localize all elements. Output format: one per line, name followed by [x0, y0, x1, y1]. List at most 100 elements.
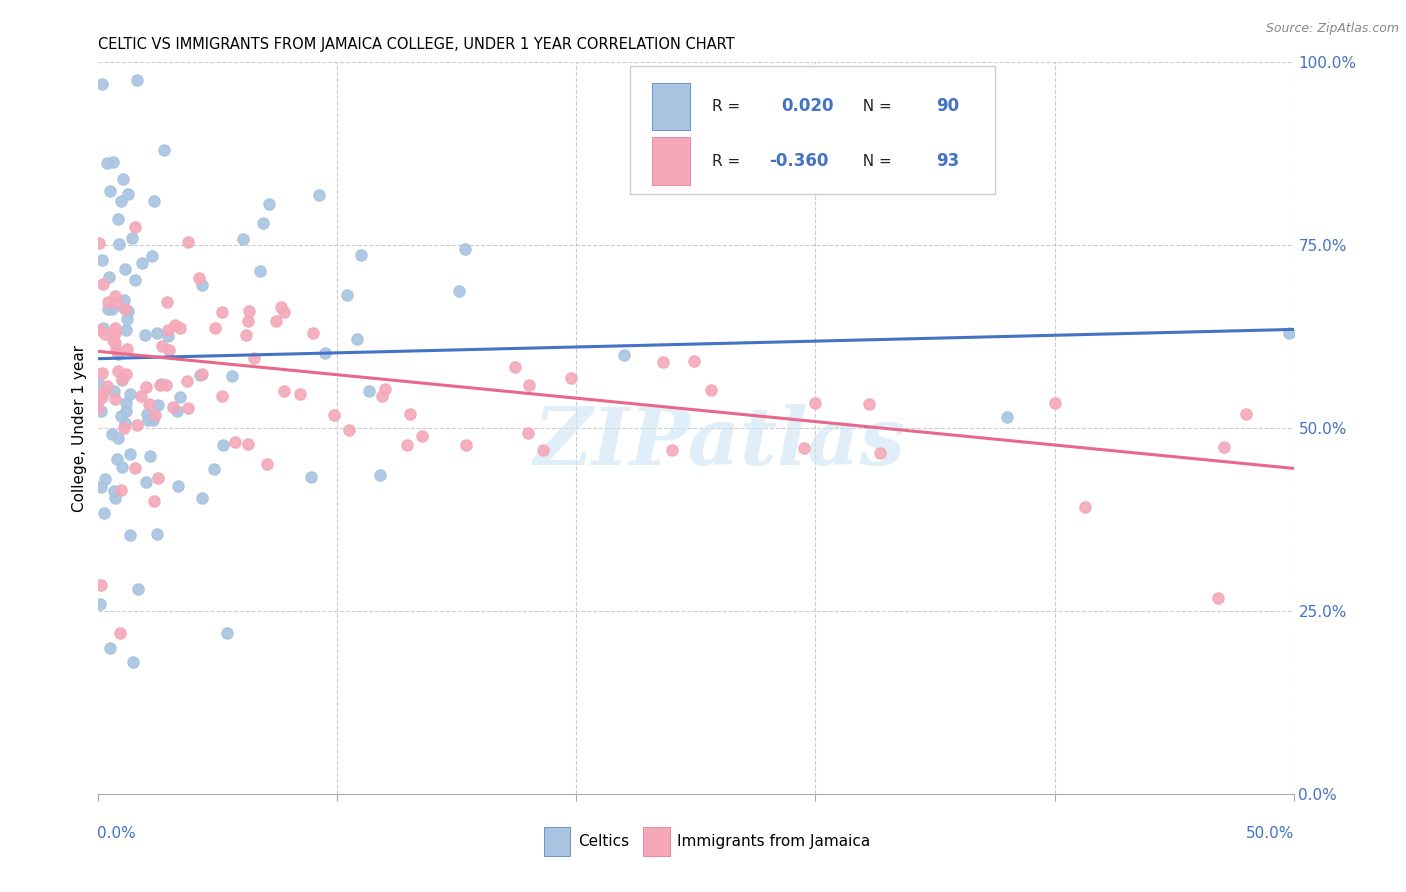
Point	[350, 248, 373, 262]
Text: 0.0%: 0.0%	[97, 826, 136, 841]
Point	[120, 528, 142, 542]
Point	[104, 392, 127, 407]
Point	[531, 442, 554, 457]
Point	[149, 377, 172, 392]
Point	[236, 314, 259, 328]
Text: 50.0%: 50.0%	[1246, 826, 1295, 841]
Point	[98, 640, 121, 655]
Point	[91, 321, 114, 335]
Point	[117, 312, 139, 326]
Point	[111, 373, 134, 387]
Point	[104, 321, 127, 335]
Point	[374, 382, 396, 396]
Point	[134, 328, 156, 343]
Point	[517, 378, 540, 392]
Point	[454, 243, 477, 257]
Point	[90, 78, 112, 92]
Point	[187, 271, 209, 285]
Point	[166, 479, 188, 493]
Point	[93, 506, 115, 520]
Point	[89, 323, 111, 337]
Point	[120, 447, 142, 461]
Point	[211, 389, 233, 403]
Point	[125, 72, 148, 87]
Bar	[652, 137, 690, 185]
Point	[370, 388, 392, 402]
Point	[150, 339, 173, 353]
Point	[136, 407, 159, 421]
Point	[96, 379, 118, 393]
Point	[142, 194, 165, 209]
Point	[101, 155, 124, 169]
Text: R =: R =	[711, 99, 745, 114]
Text: Source: ZipAtlas.com: Source: ZipAtlas.com	[1265, 22, 1399, 36]
Point	[235, 327, 257, 342]
Point	[115, 367, 138, 381]
Point	[91, 366, 114, 380]
Text: R =: R =	[711, 153, 745, 169]
Text: 0.020: 0.020	[780, 97, 834, 115]
Point	[127, 582, 149, 596]
Point	[142, 494, 165, 508]
Point	[108, 626, 131, 640]
Point	[346, 332, 368, 346]
Point	[136, 413, 159, 427]
Point	[169, 390, 191, 404]
Point	[129, 389, 152, 403]
Point	[661, 442, 683, 457]
Point	[110, 483, 132, 497]
Point	[114, 416, 136, 430]
Point	[111, 372, 134, 386]
Point	[202, 462, 225, 476]
Point	[115, 342, 138, 356]
Point	[1206, 591, 1229, 606]
Point	[858, 397, 880, 411]
Point	[157, 329, 180, 343]
Point	[398, 407, 420, 421]
Point	[177, 235, 200, 249]
Point	[117, 187, 139, 202]
Point	[104, 491, 127, 506]
Point	[804, 395, 827, 409]
Point	[273, 305, 295, 319]
Point	[91, 390, 114, 404]
Point	[89, 597, 111, 611]
Point	[221, 368, 243, 383]
Bar	[544, 827, 571, 856]
Point	[270, 301, 292, 315]
Text: CELTIC VS IMMIGRANTS FROM JAMAICA COLLEGE, UNDER 1 YEAR CORRELATION CHART: CELTIC VS IMMIGRANTS FROM JAMAICA COLLEG…	[98, 37, 735, 52]
Point	[90, 252, 112, 267]
Point	[87, 392, 110, 407]
Point	[112, 293, 135, 307]
Point	[169, 321, 191, 335]
Point	[101, 426, 124, 441]
Point	[411, 428, 433, 442]
Point	[97, 294, 120, 309]
Point	[224, 434, 246, 449]
Point	[166, 404, 188, 418]
Point	[322, 409, 344, 423]
Point	[1278, 326, 1301, 340]
Point	[683, 353, 706, 368]
Text: Immigrants from Jamaica: Immigrants from Jamaica	[676, 834, 870, 849]
Point	[93, 326, 115, 341]
Point	[266, 314, 288, 328]
Point	[111, 460, 134, 475]
Point	[190, 277, 212, 292]
Point	[107, 212, 129, 227]
Point	[114, 262, 136, 277]
Point	[112, 420, 135, 434]
Point	[238, 303, 260, 318]
Point	[107, 431, 129, 445]
Point	[90, 480, 112, 494]
Point	[204, 320, 226, 334]
Point	[96, 156, 118, 170]
Point	[217, 626, 239, 640]
Point	[155, 377, 177, 392]
Point	[146, 398, 169, 412]
Point	[87, 376, 110, 390]
Point	[104, 326, 127, 341]
Point	[124, 461, 146, 475]
Point	[90, 578, 112, 592]
Point	[121, 231, 143, 245]
